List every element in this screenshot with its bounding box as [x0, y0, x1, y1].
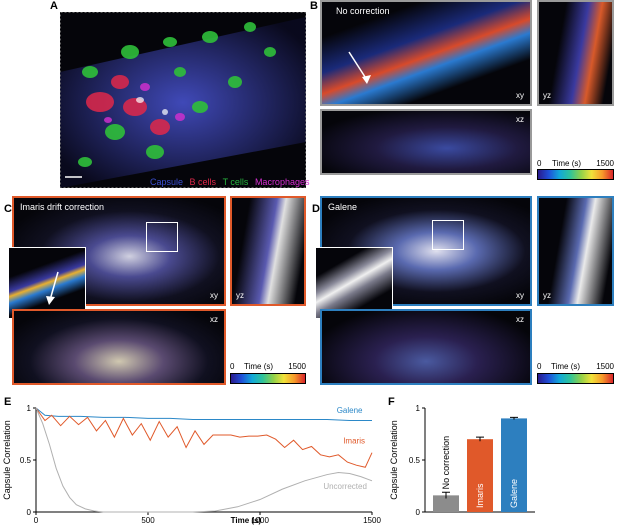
panel-e-label: E — [4, 396, 12, 408]
panel-c-colorbar — [230, 373, 306, 384]
legend-b-cells: B cells — [189, 177, 217, 187]
panel-b-label: B — [310, 0, 318, 12]
y-tick-label: 0.5 — [20, 456, 32, 465]
panel-c-label: C — [4, 203, 12, 215]
panel-c-roi-box — [146, 222, 178, 252]
arrow-icon — [348, 51, 371, 84]
colorbar-max: 1500 — [596, 362, 614, 371]
x-axis-label: Time (s) — [231, 516, 262, 525]
y-tick-label: 0 — [416, 508, 421, 517]
y-tick-label: 0.5 — [409, 456, 421, 465]
panel-d-xz-label: xz — [516, 315, 524, 324]
legend-t-cells: T cells — [222, 177, 249, 187]
panel-c-yz-label: yz — [236, 291, 244, 300]
y-tick-label: 0 — [27, 508, 32, 517]
panel-d-roi-box — [432, 220, 464, 250]
y-axis-label: Capsule Correlation — [389, 420, 399, 500]
panel-d-xy-label: xy — [516, 291, 524, 300]
colorbar-min: 0 — [537, 362, 542, 371]
legend-capsule: Capsule — [150, 177, 184, 187]
panel-b-xz: xz — [320, 109, 532, 175]
y-tick-label: 1 — [416, 404, 421, 413]
colorbar-max: 1500 — [596, 159, 614, 168]
panel-b-xy-label: xy — [516, 91, 524, 100]
panel-c-inset — [8, 247, 86, 319]
arrow-icon — [46, 271, 59, 305]
panel-a-image — [60, 12, 306, 188]
panel-e-line-chart: 0 0.5 1 0 500 1000 1500 Time (s) Capsule Correla… — [2, 404, 381, 525]
colorbar-label: Time (s) — [244, 362, 274, 371]
panel-b-xz-label: xz — [516, 115, 524, 124]
panel-b-title: No correction — [336, 6, 390, 16]
bar-label-1: Imaris — [475, 483, 485, 508]
series-label-galene: Galene — [337, 406, 363, 415]
panel-c-xz: xz — [12, 309, 226, 385]
panel-d-title: Galene — [328, 202, 358, 212]
panel-b-xy: No correction xy — [320, 0, 532, 106]
x-tick-label: 0 — [34, 516, 39, 525]
colorbar-label: Time (s) — [552, 159, 582, 168]
series-line-galene — [35, 407, 372, 421]
x-tick-label: 1000 — [251, 516, 269, 525]
series-label-uncorrected: Uncorrected — [323, 482, 367, 491]
colorbar-min: 0 — [537, 159, 542, 168]
panel-c-xz-label: xz — [210, 315, 218, 324]
colorbar-max: 1500 — [288, 362, 306, 371]
series-line-uncorrected — [35, 407, 373, 513]
panel-d-yz-label: yz — [543, 291, 551, 300]
panel-d-colorbar — [537, 373, 614, 384]
panel-c-yz: yz — [230, 196, 306, 306]
bar-1 — [467, 439, 493, 512]
series-line-imaris — [35, 407, 373, 468]
panel-f-label: F — [388, 396, 395, 408]
bar-2 — [501, 418, 527, 512]
panel-a-volume-render — [60, 12, 306, 188]
panel-d-yz: yz — [537, 196, 614, 306]
colorbar-label: Time (s) — [551, 362, 581, 371]
y-axis-label: Capsule Correlation — [2, 420, 12, 500]
colorbar-min: 0 — [230, 362, 235, 371]
panel-d-label: D — [312, 203, 320, 215]
bar-0 — [433, 495, 459, 512]
y-tick-label: 1 — [27, 404, 32, 413]
panel-c-title: Imaris drift correction — [20, 202, 105, 212]
bar-label-0: No correction — [441, 436, 451, 490]
x-tick-label: 1500 — [363, 516, 381, 525]
x-tick-label: 500 — [141, 516, 155, 525]
bar-label-2: Galene — [509, 479, 519, 508]
panel-c-xy-label: xy — [210, 291, 218, 300]
panel-f-bar-chart: 0 0.5 1 Capsule Correlation No correction Ima… — [389, 404, 535, 517]
panel-a-label: A — [50, 0, 58, 12]
panel-b-colorbar — [537, 169, 614, 180]
panel-b-yz-label: yz — [543, 91, 551, 100]
panel-a-legend: Capsule B cells T cells Macrophages — [150, 177, 309, 187]
panel-d-xz: xz — [320, 309, 532, 385]
series-label-imaris: Imaris — [343, 436, 365, 445]
panel-b-yz: yz — [537, 0, 614, 106]
legend-macrophages: Macrophages — [254, 177, 310, 187]
